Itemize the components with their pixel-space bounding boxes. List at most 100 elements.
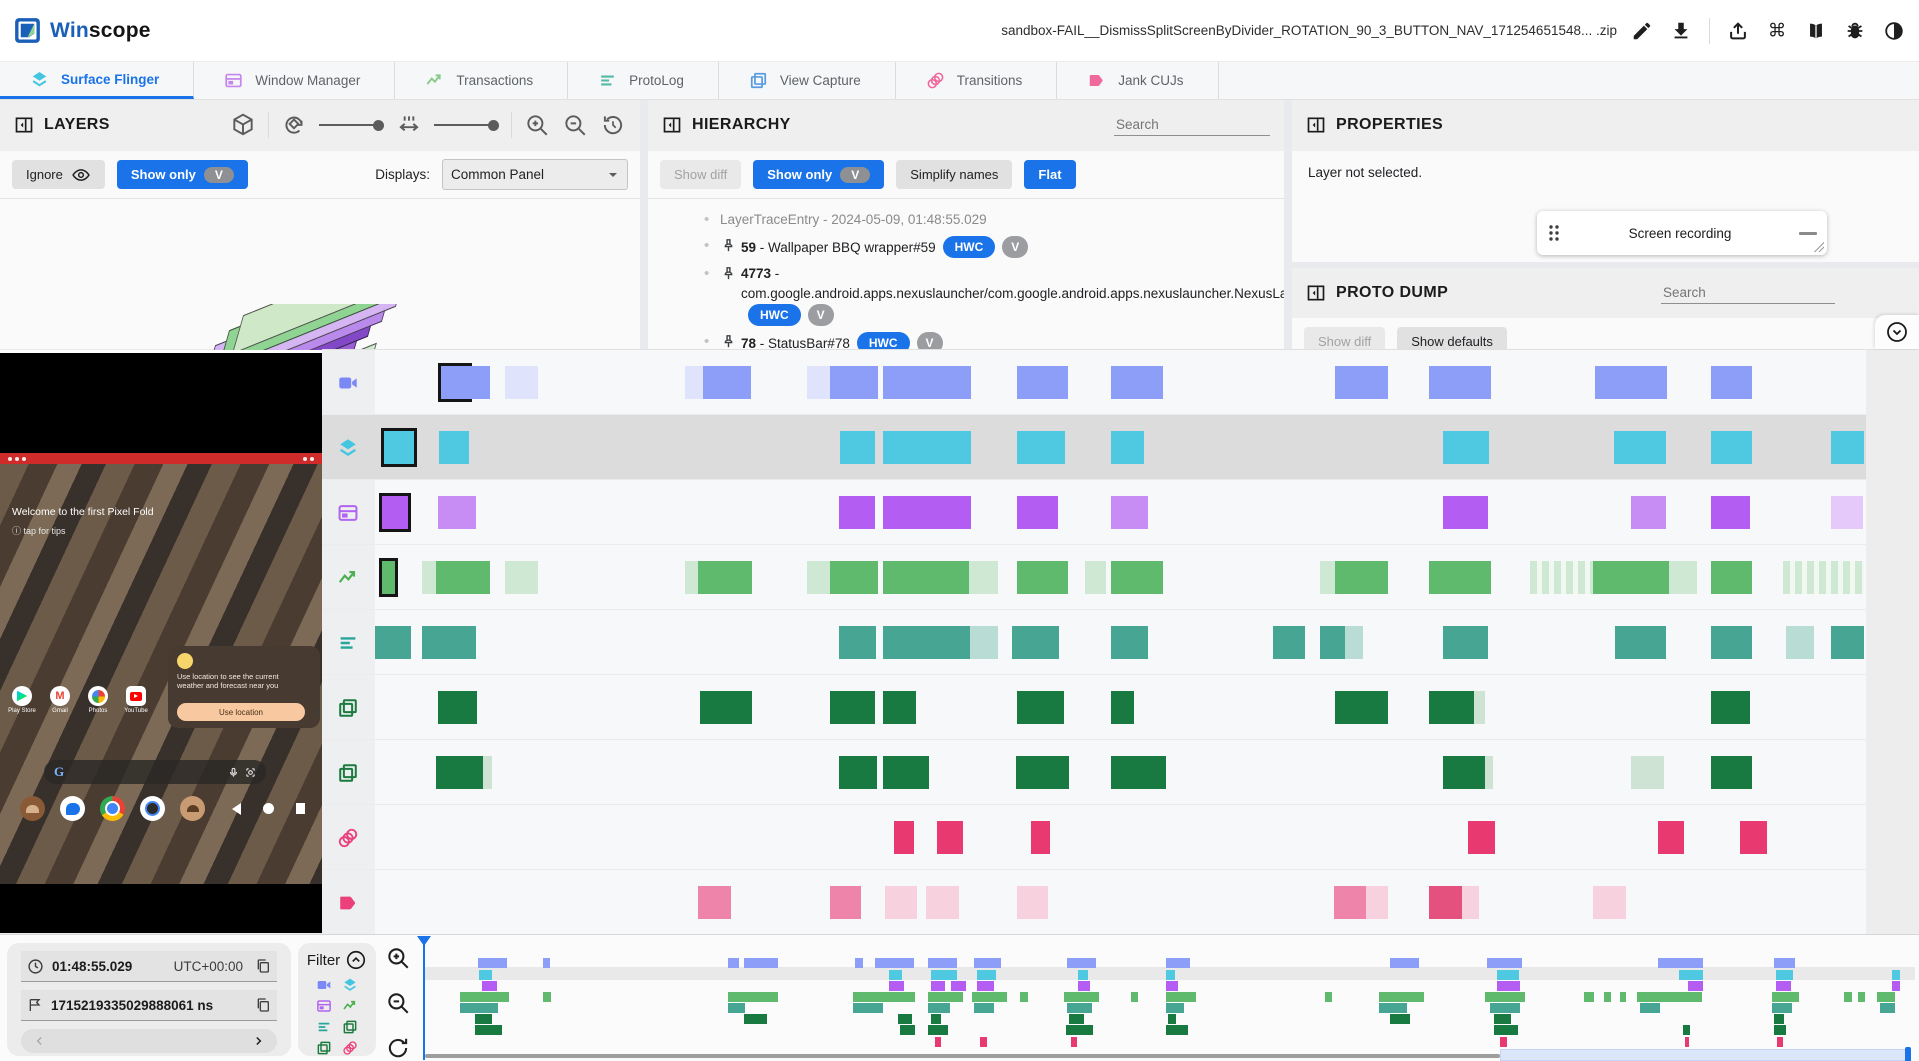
timeline-row-view-capture-1[interactable] (322, 675, 1919, 740)
trace-entry-block[interactable] (883, 431, 971, 464)
trace-entry-block[interactable] (1711, 496, 1750, 529)
collapse-panel-icon[interactable] (1306, 115, 1326, 135)
filter-layers-icon[interactable] (342, 977, 358, 993)
hierarchy-search-input[interactable] (1114, 114, 1270, 136)
show-defaults-button[interactable]: Show defaults (1397, 327, 1507, 349)
trace-entry-block[interactable] (379, 493, 411, 532)
trace-entry-block[interactable] (1111, 431, 1144, 464)
trace-entry-block[interactable] (1111, 366, 1163, 399)
trace-entry-block[interactable] (1485, 756, 1493, 789)
trace-entry-block[interactable] (1335, 366, 1388, 399)
filter-videocam-icon[interactable] (316, 977, 332, 993)
trace-entry-block[interactable] (1085, 561, 1106, 594)
trace-entry-block[interactable] (1831, 626, 1864, 659)
documentation-icon[interactable] (1805, 20, 1827, 42)
trace-entry-block[interactable] (1595, 366, 1667, 399)
trace-entry-block[interactable] (1429, 691, 1474, 724)
filter-zigzag-icon[interactable] (342, 998, 358, 1014)
trace-entry-block[interactable] (698, 561, 752, 594)
trace-entry-block[interactable] (840, 431, 875, 464)
drag-handle-icon[interactable] (1547, 223, 1561, 243)
trace-entry-block[interactable] (1345, 626, 1363, 659)
trace-entry-block[interactable] (1111, 561, 1163, 594)
timeline-row-transitions[interactable] (322, 805, 1919, 870)
tab-protolog[interactable]: ProtoLog (568, 62, 719, 99)
trace-entry-block[interactable] (1443, 626, 1488, 659)
trace-entry-block[interactable] (436, 756, 483, 789)
trace-entry-block[interactable] (830, 366, 878, 399)
chevron-up-circle-icon[interactable] (345, 949, 367, 971)
trace-entry-block[interactable] (1474, 691, 1485, 724)
tab-transactions[interactable]: Transactions (395, 62, 569, 99)
trace-entry-block[interactable] (883, 626, 970, 659)
trace-entry-block[interactable] (685, 561, 698, 594)
zoom-out-icon[interactable] (385, 990, 411, 1016)
next-frame-button[interactable] (251, 1034, 265, 1048)
filter-squares-icon[interactable] (316, 1040, 332, 1056)
nanosecond-field[interactable]: 1715219335029888061 ns (21, 990, 277, 1021)
trace-entry-block[interactable] (1335, 561, 1388, 594)
trace-entry-block[interactable] (839, 496, 875, 529)
trace-entry-block[interactable] (1468, 821, 1495, 854)
displays-select[interactable]: Common Panel (442, 159, 628, 190)
edit-icon[interactable] (1631, 20, 1653, 42)
trace-entry-block[interactable] (439, 431, 469, 464)
trace-entry-block[interactable] (807, 561, 830, 594)
trace-entry-block[interactable] (839, 756, 877, 789)
copy-icon[interactable] (255, 997, 271, 1013)
trace-entry-block[interactable] (1783, 561, 1864, 594)
trace-entry-block[interactable] (1017, 691, 1064, 724)
show-only-v-button[interactable]: Show only V (116, 160, 248, 189)
trace-entry-block[interactable] (1530, 561, 1593, 594)
trace-entry-block[interactable] (438, 691, 477, 724)
trace-entry-block[interactable] (1614, 431, 1666, 464)
theme-toggle-icon[interactable] (1883, 20, 1905, 42)
timeline-row-screen-recording[interactable] (322, 350, 1919, 415)
trace-entry-block[interactable] (1111, 691, 1134, 724)
trace-entry-block[interactable] (830, 886, 861, 919)
trace-entry-block[interactable] (1012, 626, 1059, 659)
trace-entry-block[interactable] (1016, 756, 1069, 789)
trace-entry-block[interactable] (883, 496, 971, 529)
trace-entry-block[interactable] (1669, 561, 1697, 594)
ignore-button[interactable]: Ignore (12, 160, 105, 189)
proto-dump-search-input[interactable] (1661, 282, 1835, 304)
trace-entry-block[interactable] (1711, 756, 1752, 789)
trace-entry-block[interactable] (885, 886, 917, 919)
trace-entry-block[interactable] (1111, 496, 1148, 529)
trace-entry-block[interactable] (1593, 561, 1669, 594)
filter-squares-icon[interactable] (342, 1019, 358, 1035)
tree-item-root[interactable]: • LayerTraceEntry - 2024-05-09, 01:48:55.… (704, 211, 987, 228)
tab-transitions[interactable]: Transitions (896, 62, 1058, 99)
trace-entry-block[interactable] (1429, 886, 1462, 919)
trace-entry-block[interactable] (883, 366, 971, 399)
screen-recording-preview[interactable]: Welcome to the first Pixel Fold ⓘ tap fo… (0, 350, 322, 933)
zoom-in-icon[interactable] (385, 945, 411, 971)
spacing-icon[interactable] (396, 112, 422, 138)
trace-entry-block[interactable] (375, 626, 411, 659)
trace-entry-block[interactable] (839, 626, 876, 659)
trace-entry-block[interactable] (1111, 626, 1148, 659)
trace-entry-block[interactable] (1320, 626, 1345, 659)
trace-entry-block[interactable] (807, 366, 830, 399)
minimize-button[interactable] (1799, 231, 1817, 235)
download-icon[interactable] (1670, 20, 1692, 42)
trace-entry-block[interactable] (1631, 496, 1666, 529)
rotation-slider[interactable] (319, 119, 384, 131)
zoom-in-icon[interactable] (524, 112, 550, 138)
reset-view-icon[interactable] (600, 112, 626, 138)
trace-entry-block[interactable] (1273, 626, 1305, 659)
trace-entry-block[interactable] (422, 626, 476, 659)
trace-entry-block[interactable] (1711, 691, 1750, 724)
tab-jank-cujs[interactable]: Jank CUJs (1057, 62, 1219, 99)
trace-entry-block[interactable] (1429, 561, 1491, 594)
pin-icon[interactable] (720, 265, 737, 282)
screen-recording-overlay[interactable]: Screen recording (1537, 211, 1827, 255)
use-location-button[interactable]: Use location (177, 703, 305, 721)
trace-entry-block[interactable] (703, 366, 751, 399)
reset-zoom-icon[interactable] (385, 1035, 411, 1061)
google-search-bar[interactable]: G (44, 760, 266, 784)
filter-header[interactable]: Filter (307, 949, 367, 971)
trace-entry-block[interactable] (883, 691, 916, 724)
trace-entry-block[interactable] (505, 561, 538, 594)
